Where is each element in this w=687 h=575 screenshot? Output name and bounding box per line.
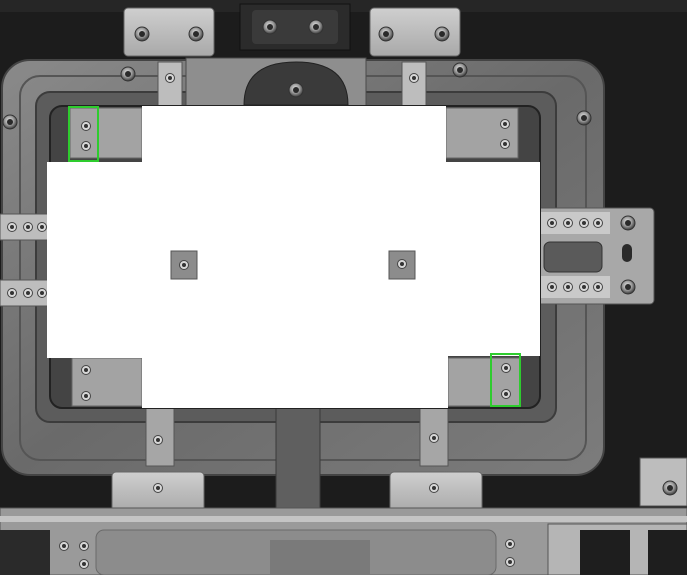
detection-box-bottom-right <box>490 353 521 407</box>
bracket-top-left <box>123 7 215 57</box>
white-mask <box>47 106 540 408</box>
pad-top-left <box>69 107 143 159</box>
detection-box-top-left <box>68 106 99 162</box>
bracket-top-right <box>369 7 461 57</box>
pad-top-right <box>445 107 519 159</box>
